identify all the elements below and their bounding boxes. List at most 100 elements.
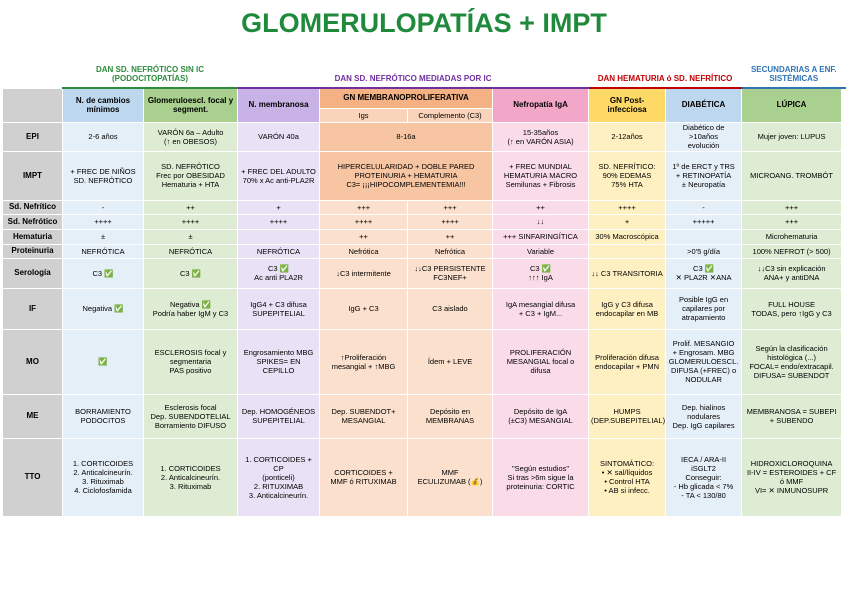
cell: >0'5 g/día bbox=[665, 243, 743, 259]
body-row: ME BORRAMIENTO PODOCITOS Esclerosis focal … bbox=[2, 393, 847, 439]
cell: ↓↓ C3 TRANSITORIA bbox=[588, 257, 667, 289]
cell: IECA / ARA-II iSGLT2 Conseguir: - Hb gli… bbox=[665, 437, 743, 517]
cell: Microhematuria bbox=[741, 228, 843, 245]
body-row: EPI 2-6 años VARÓN 6a – Adulto (↑ en OBESO… bbox=[2, 121, 847, 152]
body-row: MO ✅ ESCLEROSIS focal y segmentaria PAS po… bbox=[2, 328, 847, 395]
column-header: Glomeruloescl. focal y segment. bbox=[142, 87, 239, 123]
cell: + bbox=[588, 213, 667, 230]
cell bbox=[237, 228, 321, 245]
cell: NEFRÓTICA bbox=[142, 243, 239, 259]
cell: 100% NEFROT (> 500) bbox=[741, 243, 843, 259]
cell: MEMBRANOSA = SUBEPI + SUBENDO bbox=[741, 393, 843, 439]
cell: SINTOMÁTICO: • ✕ sal/líquidos • Control … bbox=[588, 437, 667, 517]
cell: + FREC DE NIÑOS SD. NEFRÓTICO bbox=[62, 150, 144, 201]
blank bbox=[2, 87, 63, 123]
cell: ++++ bbox=[319, 213, 409, 230]
cell: ✅ bbox=[62, 328, 144, 395]
cell: 1. CORTICOIDES 2. Anticalcineurín. 3. Ri… bbox=[62, 437, 144, 517]
row-label: EPI bbox=[2, 121, 63, 152]
cell: NEFRÓTICA bbox=[62, 243, 144, 259]
cell: 15-35años (↑ en VARÓN ASIA) bbox=[492, 121, 590, 152]
cell: MICROANG. TROMBÓT bbox=[741, 150, 843, 201]
row-label: IMPT bbox=[2, 150, 63, 201]
cell: HIDROXICLOROQUINA II-IV = ESTEROIDES + C… bbox=[741, 437, 843, 517]
cell: +++++ bbox=[665, 213, 743, 230]
cell: ++++ bbox=[407, 213, 494, 230]
cell: Nefrótica bbox=[319, 243, 409, 259]
cell: ++ bbox=[492, 199, 590, 215]
cell: + FREC MUNDIAL HEMATURIA MACRO Semilunas… bbox=[492, 150, 590, 201]
row-label: Sd. Nefrótico bbox=[2, 213, 63, 230]
cell: IgG y C3 difusa endocapilar en MB bbox=[588, 287, 667, 330]
column-header: GN MEMBRANOPROLIFERATIVA bbox=[319, 87, 494, 109]
body-row: IMPT + FREC DE NIÑOS SD. NEFRÓTICO SD. NEF… bbox=[2, 150, 847, 201]
column-header: GN Post-infecciosa bbox=[588, 87, 667, 123]
cell bbox=[665, 228, 743, 245]
cell: Diabético de >10años evolución bbox=[665, 121, 743, 152]
page-title: GLOMERULOPATÍAS + IMPT bbox=[241, 8, 607, 38]
body-row: IF Negativa ✅ Negativa ✅ Podría haber IgM … bbox=[2, 287, 847, 330]
cell: Según la clasificación histológica (...)… bbox=[741, 328, 843, 395]
cell: HIPERCELULARIDAD + DOBLE PARED PROTEINUR… bbox=[319, 150, 494, 201]
cell: +++ bbox=[407, 199, 494, 215]
cell: + bbox=[237, 199, 321, 215]
cell: Dep. HOMOGÉNEOS SUPEPITELIAL bbox=[237, 393, 321, 439]
row-label: Hematuria bbox=[2, 228, 63, 245]
cell: 2-6 años bbox=[62, 121, 144, 152]
cell: C3 ✅ ✕ PLA2R ✕ANA bbox=[665, 257, 743, 289]
cell: Negativa ✅ bbox=[62, 287, 144, 330]
row-label: ME bbox=[2, 393, 63, 439]
cell: C3 ✅ bbox=[62, 257, 144, 289]
cell: Depósito en MEMBRANAS bbox=[407, 393, 494, 439]
body-row: TTO 1. CORTICOIDES 2. Anticalcineurín. 3.… bbox=[2, 437, 847, 517]
column-header: N. de cambios mínimos bbox=[62, 87, 144, 123]
cell: C3 ✅ ↑↑↑ IgA bbox=[492, 257, 590, 289]
group-header: DAN HEMATURIA ó SD. NEFRÍTICO bbox=[588, 52, 742, 89]
cell: ESCLEROSIS focal y segmentaria PAS posit… bbox=[142, 328, 239, 395]
body-row: Hematuria ± ± ++ ++ +++ SINFARINGÍTICA 30% Mac… bbox=[2, 228, 847, 245]
cell: Ídem + LEVE bbox=[407, 328, 494, 395]
cell: ↑Proliferación mesangial + ↑MBG bbox=[319, 328, 409, 395]
cell: PROLIFERACIÓN MESANGIAL focal o difusa bbox=[492, 328, 590, 395]
header-row: N. de cambios mínimos Glomeruloescl. foca… bbox=[2, 87, 847, 123]
cell: - bbox=[665, 199, 743, 215]
cell: 8-16a bbox=[319, 121, 494, 152]
cell: CORTICOIDES + MMF ó RITUXIMAB bbox=[319, 437, 409, 517]
cell: + FREC DEL ADULTO 70% x Ac anti-PLA2R bbox=[237, 150, 321, 201]
cell: Proliferación difusa endocapilar + PMN bbox=[588, 328, 667, 395]
cell: +++ bbox=[741, 213, 843, 230]
cell: Esclerosis focal Dep. SUBENDOTELIAL Borr… bbox=[142, 393, 239, 439]
summary-table: DAN SD. NEFRÓTICO SIN IC (PODOCITOPATÍAS… bbox=[2, 52, 846, 517]
cell: ↓↓ bbox=[492, 213, 590, 230]
cell: 1º de ERCT y TRS + RETINOPATÍA ± Neuropa… bbox=[665, 150, 743, 201]
cell: Posible IgG en capilares por atrapamient… bbox=[665, 287, 743, 330]
cell: 30% Macroscópica bbox=[588, 228, 667, 245]
cell: Prolif. MESANGIO + Engrosam. MBG GLOMERU… bbox=[665, 328, 743, 395]
cell: HUMPS (DEP.SUBEPITELIAL) bbox=[588, 393, 667, 439]
cell: ++++ bbox=[62, 213, 144, 230]
cell: Negativa ✅ Podría haber IgM y C3 bbox=[142, 287, 239, 330]
column-subheader: Igs bbox=[319, 107, 409, 123]
cell: C3 aislado bbox=[407, 287, 494, 330]
cell: ↓C3 intermitente bbox=[319, 257, 409, 289]
cell: IgG4 + C3 difusa SUPEPITELIAL bbox=[237, 287, 321, 330]
cell: Mujer joven: LUPUS bbox=[741, 121, 843, 152]
cell: SD. NEFRÓTICO Frec por OBESIDAD Hematuri… bbox=[142, 150, 239, 201]
subheader-row: Igs Complemento (C3) bbox=[3, 107, 847, 123]
row-label: TTO bbox=[2, 437, 63, 517]
row-label: Serología bbox=[2, 257, 63, 289]
group-header: DAN SD. NEFRÓTICO MEDIADAS POR IC bbox=[237, 52, 589, 89]
cell: 1. CORTICOIDES 2. Anticalcineurín. 3. Ri… bbox=[142, 437, 239, 517]
cell: C3 ✅ Ac anti PLA2R bbox=[237, 257, 321, 289]
body-row: Proteinuria NEFRÓTICA NEFRÓTICA NEFRÓTICA Ne… bbox=[2, 243, 847, 259]
row-label: Sd. Nefrítico bbox=[2, 199, 63, 215]
row-label: Proteinuria bbox=[2, 243, 63, 259]
group-header: DAN SD. NEFRÓTICO SIN IC (PODOCITOPATÍAS… bbox=[62, 52, 238, 89]
column-header: LÚPICA bbox=[741, 87, 843, 123]
body-row: Sd. Nefrítico - ++ + +++ +++ ++ ++++ - +++ bbox=[2, 199, 847, 215]
cell: "Según estudios" Si tras >6m sigue la pr… bbox=[492, 437, 590, 517]
cell: BORRAMIENTO PODOCITOS bbox=[62, 393, 144, 439]
cell: Dep. SUBENDOT+ MESANGIAL bbox=[319, 393, 409, 439]
column-header: DIABÉTICA bbox=[665, 87, 743, 123]
